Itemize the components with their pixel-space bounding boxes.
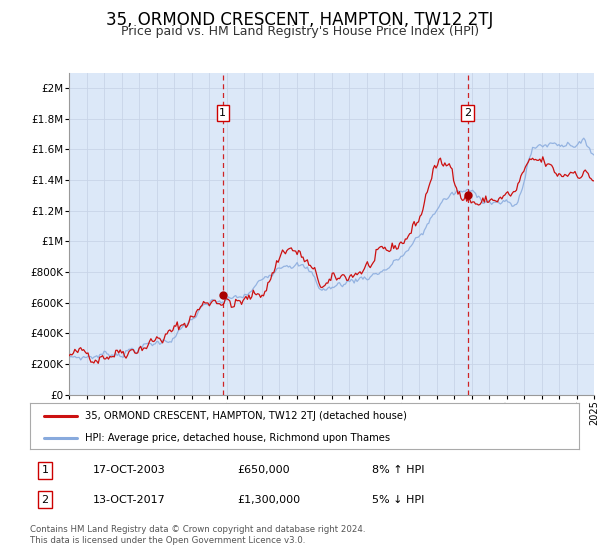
Text: HPI: Average price, detached house, Richmond upon Thames: HPI: Average price, detached house, Rich… bbox=[85, 433, 390, 442]
Text: Price paid vs. HM Land Registry's House Price Index (HPI): Price paid vs. HM Land Registry's House … bbox=[121, 25, 479, 38]
Text: 13-OCT-2017: 13-OCT-2017 bbox=[93, 494, 166, 505]
Text: 1: 1 bbox=[41, 465, 49, 475]
Text: This data is licensed under the Open Government Licence v3.0.: This data is licensed under the Open Gov… bbox=[30, 536, 305, 545]
Text: 5% ↓ HPI: 5% ↓ HPI bbox=[372, 494, 424, 505]
Text: 35, ORMOND CRESCENT, HAMPTON, TW12 2TJ (detached house): 35, ORMOND CRESCENT, HAMPTON, TW12 2TJ (… bbox=[85, 411, 407, 421]
Text: 2: 2 bbox=[464, 108, 472, 118]
Text: 8% ↑ HPI: 8% ↑ HPI bbox=[372, 465, 425, 475]
Text: 2: 2 bbox=[41, 494, 49, 505]
Text: £1,300,000: £1,300,000 bbox=[237, 494, 300, 505]
Text: 1: 1 bbox=[220, 108, 226, 118]
Text: £650,000: £650,000 bbox=[237, 465, 290, 475]
Text: 35, ORMOND CRESCENT, HAMPTON, TW12 2TJ: 35, ORMOND CRESCENT, HAMPTON, TW12 2TJ bbox=[106, 11, 494, 29]
Text: 17-OCT-2003: 17-OCT-2003 bbox=[93, 465, 166, 475]
Text: Contains HM Land Registry data © Crown copyright and database right 2024.: Contains HM Land Registry data © Crown c… bbox=[30, 525, 365, 534]
